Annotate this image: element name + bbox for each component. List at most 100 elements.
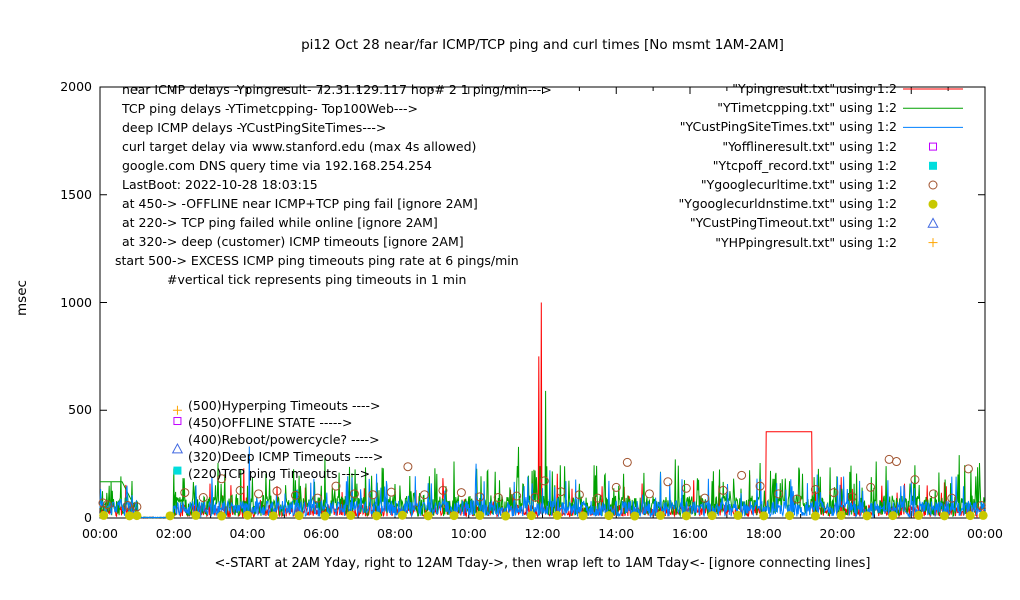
- series-Yofflineresult: [173, 417, 182, 426]
- x-tick-10: 20:00: [819, 526, 856, 541]
- x-tick-4: 08:00: [376, 526, 414, 541]
- filled-circle-marker: [939, 511, 949, 521]
- filled-circle-marker: [965, 511, 975, 521]
- open-circle-marker: [512, 491, 522, 501]
- open-circle-marker: [737, 470, 747, 480]
- filled-circle-marker: [604, 511, 614, 521]
- filled-circle-marker: [99, 510, 109, 520]
- open-circle-marker: [963, 464, 973, 474]
- open-circle-marker: [290, 490, 300, 500]
- open-circle-marker: [755, 481, 765, 491]
- open-circle-marker: [456, 488, 466, 498]
- open-circle-marker: [386, 487, 396, 497]
- annotation-line-6: LastBoot: 2022-10-28 18:03:15: [122, 177, 318, 192]
- open-circle-marker: [132, 502, 142, 512]
- y-tick-500: 500: [68, 402, 92, 418]
- open-square-marker: [173, 417, 182, 426]
- filled-circle-marker: [294, 511, 304, 521]
- filled-circle-marker: [125, 511, 134, 521]
- series-Ygooglecurltime: [98, 454, 986, 512]
- filled-circle-marker: [914, 510, 924, 520]
- x-tick-8: 16:00: [671, 526, 709, 541]
- filled-circle-marker: [552, 510, 562, 520]
- open-circle-marker: [622, 457, 632, 467]
- open-circle-marker: [644, 489, 654, 499]
- legend-label--ypingresult-txt-using-1-2: "Ypingresult.txt" using 1:2: [732, 81, 897, 96]
- open-circle-marker: [792, 494, 802, 504]
- open-circle-marker: [663, 477, 673, 487]
- open-circle-marker: [774, 489, 783, 499]
- open-circle-marker: [331, 481, 341, 491]
- open-circle-marker: [574, 490, 584, 500]
- filled-circle-marker: [372, 511, 382, 521]
- filled-circle-marker: [656, 510, 665, 520]
- open-circle-marker: [313, 493, 323, 503]
- filled-circle-marker: [397, 510, 407, 520]
- open-circle-marker: [611, 482, 621, 492]
- annotation-line-4: curl target delay via www.stanford.edu (…: [122, 139, 477, 154]
- x-tick-9: 18:00: [745, 526, 782, 541]
- open-circle-marker: [539, 476, 549, 486]
- open-circle-marker: [810, 485, 820, 495]
- open-circle-marker: [718, 485, 728, 495]
- open-circle-marker: [217, 474, 227, 484]
- open-circle-marker: [475, 492, 485, 502]
- x-tick-7: 14:00: [598, 526, 635, 541]
- legend-marker-sample: [928, 199, 938, 209]
- open-circle-marker: [593, 493, 603, 503]
- open-circle-marker: [198, 493, 208, 503]
- series-line: [99, 446, 986, 519]
- open-circle-marker: [829, 488, 839, 498]
- filled-circle-marker: [165, 511, 175, 521]
- legend-marker-sample: [927, 217, 939, 228]
- open-circle-marker: [556, 487, 566, 497]
- x-tick-1: 02:00: [155, 526, 192, 541]
- filled-circle-marker: [810, 511, 820, 521]
- legend-marker-sample: [929, 161, 937, 170]
- filled-circle-marker: [475, 510, 485, 520]
- annotation-line-11: #vertical tick represents ping timeouts …: [167, 272, 467, 287]
- open-circle-marker: [272, 486, 282, 496]
- y-tick-1000: 1000: [60, 294, 92, 310]
- open-circle-marker: [98, 498, 108, 508]
- legend-label--yofflineresult-txt-using-1-2: "Yofflineresult.txt" using 1:2: [722, 138, 897, 154]
- open-circle-marker: [947, 493, 957, 503]
- legend-label--ygooglecurltime-txt-using-1-2: "Ygooglecurltime.txt" using 1:2: [700, 177, 897, 192]
- open-circle-marker: [976, 501, 986, 511]
- open-circle-marker: [235, 485, 245, 495]
- series-Ytcpoff_record: [173, 466, 182, 475]
- filled-circle-marker: [578, 511, 588, 521]
- filled-circle-marker: [785, 511, 795, 521]
- filled-circle-marker: [346, 510, 356, 520]
- legend-marker-sample: [928, 180, 938, 190]
- x-tick-11: 22:00: [893, 526, 930, 541]
- legend-label--ygooglecurldnstime-txt-using-1-2: "Ygooglecurldnstime.txt" using 1:2: [678, 196, 897, 212]
- legend-marker-sample: [928, 238, 938, 248]
- filled-circle-marker: [320, 511, 330, 521]
- open-circle-marker: [530, 492, 540, 502]
- plus-marker: [172, 405, 182, 415]
- open-circle-marker: [102, 500, 112, 510]
- x-tick-6: 12:00: [524, 526, 561, 541]
- legend-samples: [903, 88, 963, 248]
- annotation-line-10: start 500-> EXCESS ICMP ping timeouts pi…: [115, 253, 519, 268]
- x-tick-0: 00:00: [81, 526, 119, 541]
- legend-label--yhppingresult-txt-using-1-2: "YHPpingresult.txt" using 1:2: [715, 234, 897, 250]
- open-circle-marker: [700, 493, 710, 503]
- open-circle-marker: [254, 489, 264, 499]
- open-circle-marker: [866, 482, 876, 492]
- open-circle-marker: [180, 488, 190, 498]
- marker-label-450: (450)OFFLINE STATE ----->: [188, 415, 353, 430]
- annotation-line-8: at 220-> TCP ping failed while online [i…: [122, 215, 438, 230]
- filled-square-marker: [173, 466, 182, 475]
- marker-label-320: (320)Deep ICMP Timeouts ---->: [188, 449, 384, 464]
- y-tick-0: 0: [84, 510, 92, 525]
- series-YCustPingSiteTimes: [99, 446, 986, 519]
- y-tick-2000: 2000: [60, 79, 92, 94]
- annotation-line-1: near ICMP delays -Ypingresult- 72.31.129…: [122, 82, 552, 97]
- marker-label-500: (500)Hyperping Timeouts ---->: [188, 398, 381, 413]
